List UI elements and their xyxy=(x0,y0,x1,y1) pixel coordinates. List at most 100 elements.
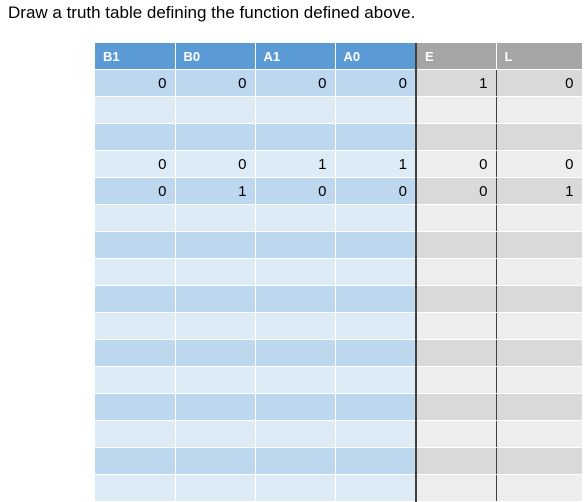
cell-a1[interactable] xyxy=(255,258,336,286)
cell-a1[interactable] xyxy=(255,420,336,448)
cell-a1[interactable] xyxy=(255,96,336,124)
cell-l[interactable] xyxy=(496,474,583,502)
cell-b1[interactable] xyxy=(95,258,176,286)
cell-a1[interactable] xyxy=(255,231,336,259)
cell-b0[interactable] xyxy=(175,420,256,448)
cell-a1[interactable] xyxy=(255,447,336,475)
cell-e[interactable] xyxy=(416,393,497,421)
cell-a1[interactable]: 0 xyxy=(255,177,336,205)
cell-a0[interactable] xyxy=(335,312,417,340)
cell-b0[interactable] xyxy=(175,231,256,259)
cell-a0[interactable] xyxy=(335,474,417,502)
cell-l[interactable] xyxy=(496,204,583,232)
cell-b0[interactable] xyxy=(175,285,256,313)
cell-a1[interactable]: 0 xyxy=(255,69,336,97)
cell-a0[interactable] xyxy=(335,96,417,124)
cell-b1[interactable]: 0 xyxy=(95,150,176,178)
cell-a0[interactable]: 0 xyxy=(335,177,417,205)
cell-a1[interactable] xyxy=(255,339,336,367)
cell-a1[interactable] xyxy=(255,474,336,502)
cell-b0[interactable] xyxy=(175,339,256,367)
cell-b1[interactable] xyxy=(95,420,176,448)
cell-b0[interactable] xyxy=(175,258,256,286)
cell-l[interactable] xyxy=(496,366,583,394)
cell-e[interactable] xyxy=(416,231,497,259)
cell-a1[interactable] xyxy=(255,123,336,151)
cell-b1[interactable] xyxy=(95,339,176,367)
cell-b0[interactable] xyxy=(175,474,256,502)
cell-e[interactable] xyxy=(416,285,497,313)
cell-e[interactable] xyxy=(416,123,497,151)
cell-b1[interactable] xyxy=(95,474,176,502)
cell-l[interactable] xyxy=(496,231,583,259)
cell-b1[interactable] xyxy=(95,312,176,340)
cell-e[interactable]: 0 xyxy=(416,177,497,205)
cell-e[interactable] xyxy=(416,204,497,232)
cell-a0[interactable] xyxy=(335,366,417,394)
cell-b1[interactable] xyxy=(95,393,176,421)
cell-b1[interactable] xyxy=(95,123,176,151)
cell-e[interactable] xyxy=(416,474,497,502)
cell-e[interactable] xyxy=(416,447,497,475)
cell-l[interactable] xyxy=(496,339,583,367)
cell-a0[interactable] xyxy=(335,420,417,448)
cell-a1[interactable] xyxy=(255,366,336,394)
cell-l[interactable] xyxy=(496,285,583,313)
cell-a1[interactable] xyxy=(255,393,336,421)
cell-l[interactable] xyxy=(496,447,583,475)
cell-b0[interactable] xyxy=(175,447,256,475)
cell-l[interactable] xyxy=(496,123,583,151)
cell-l[interactable] xyxy=(496,258,583,286)
cell-l[interactable] xyxy=(496,393,583,421)
cell-b1[interactable] xyxy=(95,447,176,475)
cell-l[interactable]: 1 xyxy=(496,177,583,205)
cell-b1[interactable] xyxy=(95,366,176,394)
cell-b1[interactable] xyxy=(95,96,176,124)
cell-a1[interactable]: 1 xyxy=(255,150,336,178)
cell-b0[interactable] xyxy=(175,366,256,394)
cell-e[interactable] xyxy=(416,366,497,394)
cell-a1[interactable] xyxy=(255,285,336,313)
cell-b0[interactable] xyxy=(175,96,256,124)
cell-l[interactable]: 0 xyxy=(496,69,583,97)
cell-l[interactable]: 0 xyxy=(496,150,583,178)
cell-a0[interactable] xyxy=(335,393,417,421)
cell-a0[interactable]: 1 xyxy=(335,150,417,178)
cell-a0[interactable] xyxy=(335,339,417,367)
cell-a0[interactable] xyxy=(335,258,417,286)
cell-b1[interactable]: 0 xyxy=(95,69,176,97)
cell-a0[interactable]: 0 xyxy=(335,69,417,97)
cell-e[interactable] xyxy=(416,420,497,448)
cell-e[interactable] xyxy=(416,96,497,124)
cell-e[interactable] xyxy=(416,312,497,340)
cell-a0[interactable] xyxy=(335,123,417,151)
cell-l[interactable] xyxy=(496,96,583,124)
cell-b1[interactable]: 0 xyxy=(95,177,176,205)
cell-l[interactable] xyxy=(496,312,583,340)
table-row xyxy=(95,312,583,340)
table-row xyxy=(95,258,583,286)
cell-a1[interactable] xyxy=(255,204,336,232)
cell-a0[interactable] xyxy=(335,285,417,313)
cell-b1[interactable] xyxy=(95,204,176,232)
cell-e[interactable]: 1 xyxy=(416,69,497,97)
cell-b1[interactable] xyxy=(95,231,176,259)
table-row xyxy=(95,231,583,259)
cell-b0[interactable] xyxy=(175,393,256,421)
cell-b0[interactable] xyxy=(175,312,256,340)
cell-b0[interactable] xyxy=(175,123,256,151)
cell-b0[interactable]: 0 xyxy=(175,69,256,97)
cell-l[interactable] xyxy=(496,420,583,448)
cell-a0[interactable] xyxy=(335,447,417,475)
cell-a1[interactable] xyxy=(255,312,336,340)
cell-b0[interactable] xyxy=(175,204,256,232)
cell-a0[interactable] xyxy=(335,204,417,232)
cell-b0[interactable]: 0 xyxy=(175,150,256,178)
cell-e[interactable] xyxy=(416,258,497,286)
cell-a0[interactable] xyxy=(335,231,417,259)
cell-e[interactable]: 0 xyxy=(416,150,497,178)
cell-b0[interactable]: 1 xyxy=(175,177,256,205)
cell-e[interactable] xyxy=(416,339,497,367)
cell-b1[interactable] xyxy=(95,285,176,313)
